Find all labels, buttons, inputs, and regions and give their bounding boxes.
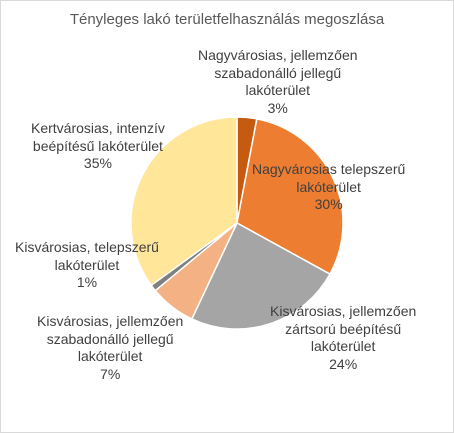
slice-percent: 30%	[314, 196, 343, 212]
slice-label-line: lakóterület	[296, 178, 361, 195]
slice-label-line: lakóterület	[245, 82, 311, 98]
pie-slice-1	[236, 118, 344, 276]
slice-label-2: Kisvárosias, jellemzően zártsorú beépítés…	[270, 303, 416, 373]
slice-percent: 3%	[267, 99, 288, 116]
pie-slice-5	[130, 116, 238, 287]
slice-label-line: Kisvárosias, jellemzően	[270, 303, 417, 319]
slice-label-line: Kertvárosias, intenzív	[31, 120, 165, 136]
slice-label-line: zártsorú beépítésű	[285, 320, 402, 337]
slice-label-line: szabadonálló jellegű	[214, 64, 342, 81]
slice-percent: 24%	[329, 355, 358, 372]
slice-label-line: Kisvárosias, jellemzően	[37, 313, 184, 329]
slice-label-5: Kertvárosias, intenzív beépítésű lakóterü…	[31, 120, 165, 173]
slice-label-line: szabadonálló jellegű	[46, 330, 174, 347]
slice-label-line: lakóterület	[310, 338, 376, 354]
slice-label-line: lakóterület	[54, 256, 120, 273]
slice-label-line: Nagyvárosias, jellemzően	[198, 47, 358, 63]
slice-label-3: Kisvárosias, jellemzően szabadonálló jell…	[37, 313, 183, 383]
slice-label-line: beépítésű lakóterület	[32, 137, 163, 154]
slice-percent: 35%	[83, 155, 112, 171]
slice-label-0: Nagyvárosias, jellemzően szabadonálló jel…	[198, 47, 358, 117]
pie-slice-2	[190, 221, 331, 330]
slice-label-4: Kisvárosias, telepszerű lakóterület 1%	[15, 239, 159, 292]
slice-percent: 1%	[76, 274, 98, 290]
slice-percent: 7%	[100, 365, 121, 382]
chart-title: Tényleges lakó területfelhasználás megos…	[69, 11, 385, 28]
slice-label-line: Kisvárosias, telepszerű	[15, 239, 159, 255]
slice-label-line: lakóterület	[77, 348, 143, 364]
slice-label-line: Nagyvárosias telepszerű	[252, 161, 406, 177]
slice-label-1: Nagyvárosias telepszerű lakóterület 30%	[252, 161, 405, 214]
